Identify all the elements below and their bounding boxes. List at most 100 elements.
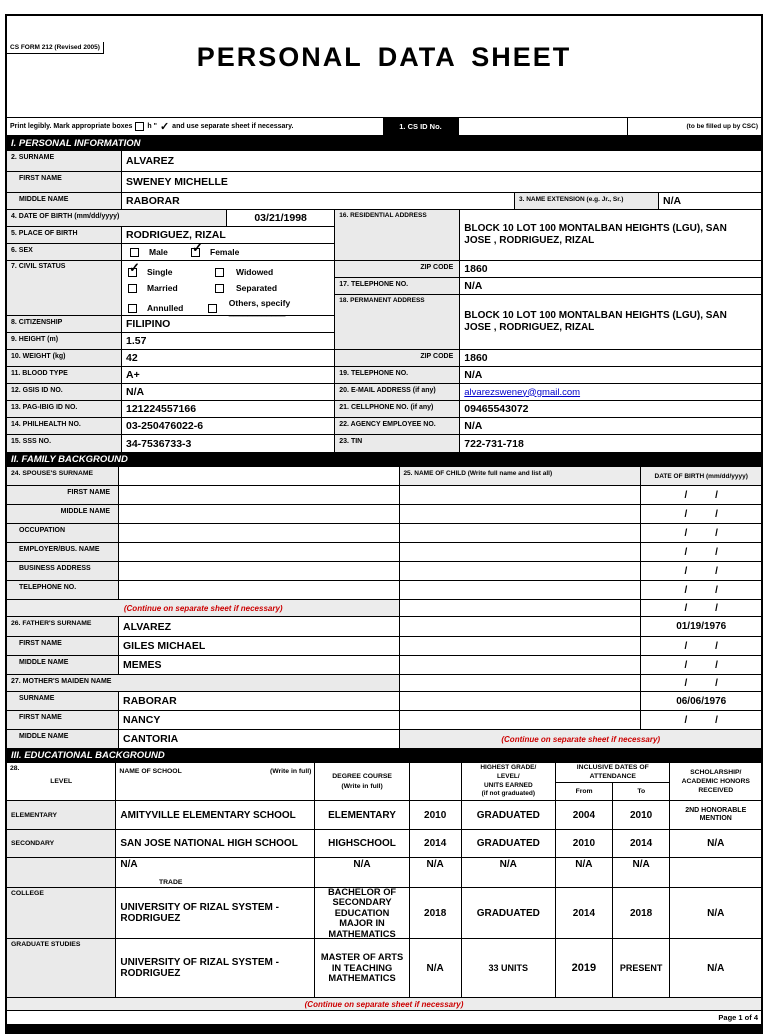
level-header-cell: 28. LEVEL [7,763,117,800]
form-number: CS FORM 212 (Revised 2005) [7,42,104,54]
pagibig-value: 121224557166 [126,403,197,415]
birth-date-value: 03/21/1998 [254,212,307,224]
birth-place-value: RODRIGUEZ, RIZAL [126,229,226,241]
father-surname-label: 26. FATHER'S SURNAME [7,617,119,636]
child-dob-cell: / / [684,527,718,539]
child-dob-cell: / / [684,640,718,652]
family-telephone-label: TELEPHONE NO. [7,581,119,599]
to-cell: PRESENT [613,939,671,997]
permanent-address-value: BLOCK 10 LOT 100 MONTALBAN HEIGHTS (LGU)… [464,310,727,333]
from-cell: 2019 [556,939,613,997]
residential-zip-value: 1860 [464,263,488,275]
highest-grade-cell: GRADUATED [462,830,557,857]
family-telephone-value [119,581,399,599]
honors-cell [670,858,761,887]
father-dob-value: 01/19/1976 [676,621,727,632]
married-checkbox [128,283,137,293]
children-continue-note: (Continue on separate sheet if necessary… [400,730,761,748]
scholarship-header: SCHOLARSHIP/ ACADEMIC HONORS RECEIVED [681,768,750,795]
from-cell: 2014 [556,888,613,938]
annulled-checkbox [128,303,137,313]
level-cell: GRADUATE STUDIES [7,939,117,997]
degree-cell: ELEMENTARY [315,801,410,829]
first-name-value: SWENEY MICHELLE [126,176,228,188]
gsis-label: 12. GSIS ID NO. [7,384,122,400]
civil-status-label: 7. CIVIL STATUS [7,261,122,315]
philhealth-label: 14. PHILHEALTH NO. [7,418,122,434]
gsis-value: N/A [126,386,145,398]
sss-label: 15. SSS NO. [7,435,122,452]
highest-grade-cell: GRADUATED [462,801,557,829]
mother-surname-label: SURNAME [7,692,119,710]
education-row-secondary: SECONDARY SAN JOSE NATIONAL HIGH SCHOOL … [7,830,761,858]
child-dob-cell: / / [684,677,718,689]
highest-grade-cell: 33 UNITS [462,939,557,997]
blood-type-value: A+ [126,369,140,381]
year-cell: 2014 [410,830,462,857]
sss-value: 34-7536733-3 [126,437,192,450]
child-name-cell [400,675,642,691]
school-cell: UNIVERSITY OF RIZAL SYSTEM - RODRIGUEZ [116,888,316,938]
telephone19-value: N/A [464,369,483,381]
personal-info-grid: 4. DATE OF BIRTH (mm/dd/yyyy) 03/21/1998… [7,210,761,452]
email-label: 20. E-MAIL ADDRESS (if any) [335,384,461,400]
first-name-row: FIRST NAME SWENEY MICHELLE [7,172,761,193]
bottom-bar [7,1025,761,1032]
father-middle-label: MIDDLE NAME [7,656,119,674]
level-cell: ELEMENTARY [7,801,117,829]
email-link[interactable]: alvarezsweney@gmail.com [464,386,581,398]
height-label: 9. HEIGHT (m) [7,333,122,349]
to-cell: 2018 [613,888,671,938]
height-value: 1.57 [126,335,147,347]
business-address-label: BUSINESS ADDRESS [7,562,119,580]
child-name-cell [400,486,642,504]
education-continue-note: (Continue on separate sheet if necessary… [7,998,761,1011]
single-option-label: Single [147,267,173,277]
school-cell: N/A [116,858,316,887]
mother-middle-value: CANTORIA [123,733,179,745]
education-row-elementary: ELEMENTARY AMITYVILLE ELEMENTARY SCHOOL … [7,801,761,830]
to-header: To [637,788,646,795]
surname-label: 2. SURNAME [7,151,122,171]
school-cell: SAN JOSE NATIONAL HIGH SCHOOL [116,830,316,857]
family-grid: 24. SPOUSE'S SURNAME FIRST NAME MIDDLE N… [7,467,761,748]
cs-id-label: 1. CS ID No. [383,118,458,135]
from-cell: N/A [556,858,613,887]
education-item-number: 28. [10,765,20,772]
degree-cell: MASTER OF ARTS IN TEACHING MATHEMATICS [315,939,410,997]
mother-first-value: NANCY [123,714,161,726]
spouse-surname-label: 24. SPOUSE'S SURNAME [7,467,119,485]
tin-value: 722-731-718 [464,437,524,450]
residential-zip-label: ZIP CODE [335,261,461,277]
honors-cell: 2ND HONORABLE MENTION [685,806,747,822]
instruction-row: Print legibly. Mark appropriate boxes h … [7,118,761,136]
degree-header: DEGREE COURSE (Write in full) [332,773,392,790]
child-name-cell [400,600,642,616]
blood-type-label: 11. BLOOD TYPE [7,367,122,383]
child-name-cell [400,692,642,710]
scholarship-header-cell: SCHOLARSHIP/ ACADEMIC HONORS RECEIVED [670,763,761,800]
father-first-label: FIRST NAME [7,637,119,655]
child-dob-cell: / / [684,546,718,558]
father-surname-value: ALVAREZ [123,620,172,633]
agency-employee-value: N/A [464,420,483,432]
honors-cell: N/A [707,907,725,919]
middle-name-value: RABORAR [122,193,515,209]
cs-id-input-box [458,118,628,135]
pds-form-page: CS FORM 212 (Revised 2005) PERSONAL DATA… [5,14,763,1034]
occupation-label: OCCUPATION [7,524,119,542]
cellphone-value: 09465543072 [464,403,529,415]
name-extension-value: N/A [663,195,682,207]
pagibig-label: 13. PAG-IBIG ID NO. [7,401,122,417]
middle-name-label: MIDDLE NAME [7,193,122,209]
degree-header-cell: DEGREE COURSE (Write in full) [315,763,410,800]
child-name-cell [400,581,642,599]
widowed-option-label: Widowed [236,267,274,277]
employer-value [119,543,399,561]
spouse-first-label: FIRST NAME [7,486,119,504]
school-cell: AMITYVILLE ELEMENTARY SCHOOL [116,801,316,829]
mother-first-label: FIRST NAME [7,711,119,729]
others-checkbox [207,303,217,313]
level-header: LEVEL [50,777,73,785]
child-name-cell [400,543,642,561]
